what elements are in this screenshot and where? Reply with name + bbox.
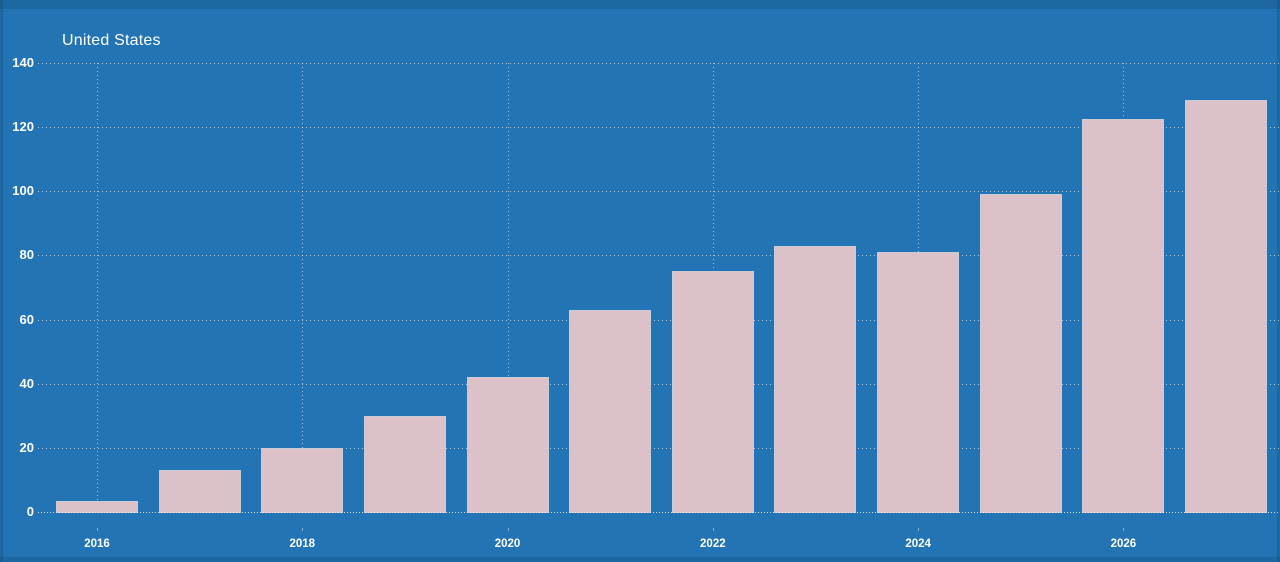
bar-2024[interactable] <box>877 252 960 513</box>
x-tick-mark <box>1123 528 1125 531</box>
window-edge-bottom <box>0 557 1280 562</box>
x-tick-mark <box>507 528 509 531</box>
bar-2027[interactable] <box>1185 99 1268 513</box>
bar-2016[interactable] <box>56 500 138 513</box>
x-tick-label: 2024 <box>905 538 931 550</box>
x-tick-mark <box>302 528 304 531</box>
y-gridline <box>38 191 1280 193</box>
bar-2017[interactable] <box>158 470 241 513</box>
bar-2025[interactable] <box>979 194 1062 513</box>
y-tick-label: 40 <box>19 375 34 391</box>
x-gridline <box>97 63 98 512</box>
x-gridline <box>507 63 509 512</box>
bar-2018[interactable] <box>261 447 344 513</box>
x-gridline <box>302 63 304 512</box>
y-gridline <box>38 447 1280 449</box>
y-gridline <box>38 127 1280 129</box>
x-tick-mark <box>97 528 98 531</box>
bar-2019[interactable] <box>363 415 446 513</box>
bar-2021[interactable] <box>569 309 652 513</box>
x-tick-label: 2016 <box>84 538 110 550</box>
x-tick-label: 2026 <box>1110 538 1137 550</box>
x-tick-mark <box>918 528 920 531</box>
bar-2020[interactable] <box>466 377 549 513</box>
y-tick-label: 100 <box>12 183 34 199</box>
y-tick-label: 20 <box>19 439 34 455</box>
bar-2023[interactable] <box>774 245 857 513</box>
window-edge-left <box>0 0 3 562</box>
chart-title: United States <box>62 32 161 49</box>
bar-2022[interactable] <box>671 271 754 513</box>
x-tick-mark <box>712 528 714 531</box>
y-tick-label: 80 <box>19 247 34 263</box>
y-tick-label: 140 <box>12 55 34 70</box>
x-axis-line <box>38 512 1280 513</box>
bar-2026[interactable] <box>1082 119 1165 513</box>
y-tick-label: 0 <box>26 504 34 519</box>
x-tick-label: 2022 <box>700 538 726 550</box>
y-gridline <box>38 383 1280 385</box>
y-tick-label: 60 <box>19 311 34 327</box>
y-tick-label: 120 <box>12 119 34 135</box>
y-gridline <box>38 255 1280 257</box>
window-edge-top <box>0 0 1280 9</box>
x-tick-label: 2020 <box>494 538 521 550</box>
y-gridline <box>38 63 1280 64</box>
y-gridline <box>38 319 1280 321</box>
x-tick-label: 2018 <box>289 538 316 550</box>
